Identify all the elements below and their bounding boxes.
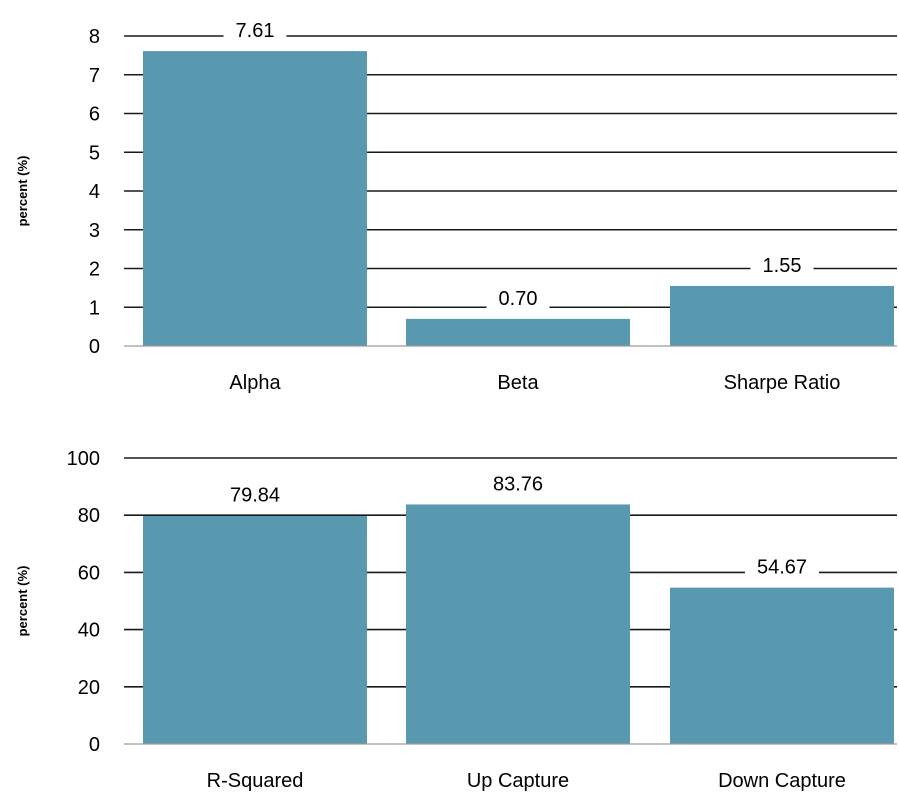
y-tick-label: 20 [78,677,100,699]
y-tick-label: 100 [67,448,100,470]
data-label-up-capture: 83.76 [493,473,543,495]
bar-alpha [143,51,367,347]
data-label-r-squared: 79.84 [230,485,280,507]
y-tick-label: 0 [89,336,100,358]
y-tick-label: 0 [89,734,100,756]
x-tick-label: Alpha [229,372,281,394]
y-tick-label: 80 [78,505,100,527]
x-tick-label: Sharpe Ratio [724,372,841,394]
y-axis-title: percent (%) [15,156,30,227]
y-tick-label: 6 [89,104,100,126]
y-tick-label: 3 [89,220,100,242]
x-tick-label: Beta [497,372,539,394]
data-label-down-capture: 54.67 [757,557,807,579]
y-tick-label: 8 [89,26,100,48]
data-label-sharpe-ratio: 1.55 [763,255,802,277]
y-tick-label: 2 [89,259,100,281]
y-axis-title: percent (%) [15,566,30,637]
data-label-alpha: 7.61 [236,20,275,42]
y-tick-label: 7 [89,65,100,87]
y-tick-label: 4 [89,181,100,203]
bar-sharpe-ratio [670,285,894,346]
bar-down-capture [670,587,894,744]
y-tick-label: 40 [78,620,100,642]
x-tick-label: Down Capture [718,770,846,792]
data-label-beta: 0.70 [499,288,538,310]
bar-beta [406,318,630,346]
y-tick-label: 5 [89,142,100,164]
bar-up-capture [406,504,630,744]
bar-r-squared [143,515,367,744]
y-tick-label: 60 [78,562,100,584]
x-tick-label: R-Squared [207,770,304,792]
y-tick-label: 1 [89,297,100,319]
x-tick-label: Up Capture [467,770,569,792]
